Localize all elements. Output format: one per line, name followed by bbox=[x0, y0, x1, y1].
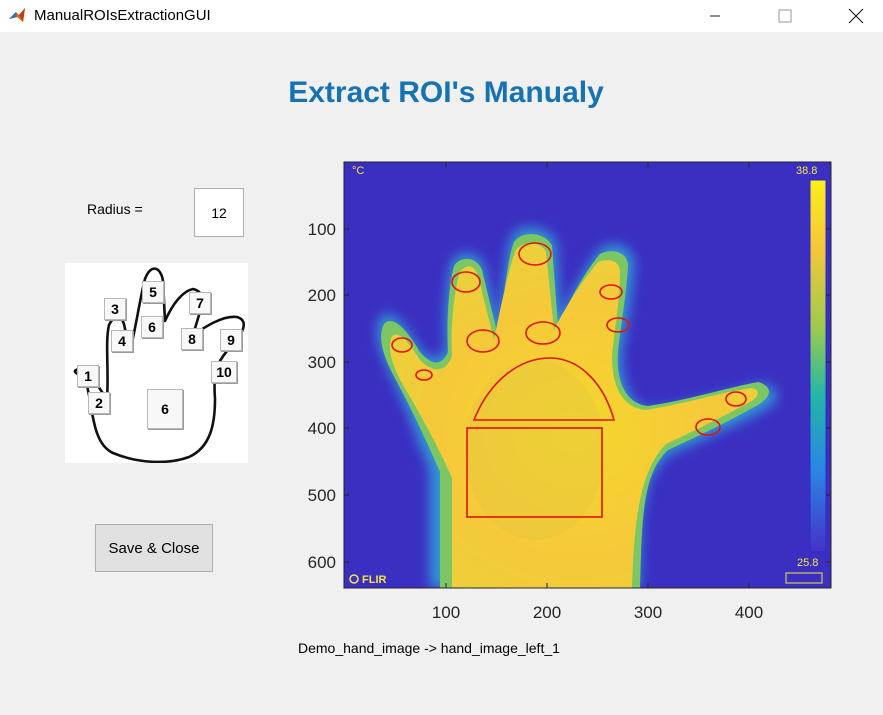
y-tick-label: 300 bbox=[308, 353, 336, 372]
roi-ellipse bbox=[518, 242, 552, 266]
roi-button-4[interactable]: 4 bbox=[111, 330, 133, 352]
roi-button-2[interactable]: 2 bbox=[88, 392, 110, 414]
radius-input[interactable] bbox=[194, 188, 244, 237]
minimize-icon bbox=[710, 15, 720, 17]
roi-ellipse bbox=[415, 369, 433, 381]
roi-button-8[interactable]: 8 bbox=[181, 328, 203, 350]
y-tick-label: 200 bbox=[308, 286, 336, 305]
roi-ellipse bbox=[599, 284, 623, 300]
y-tick-label: 500 bbox=[308, 486, 336, 505]
close-icon bbox=[848, 8, 864, 24]
x-ticks bbox=[445, 162, 750, 588]
colorbar-max-label: 38.8 bbox=[796, 165, 817, 177]
x-tick-label: 100 bbox=[432, 603, 460, 622]
close-button[interactable] bbox=[833, 0, 879, 32]
radius-label: Radius = bbox=[87, 201, 143, 217]
roi-ellipse bbox=[451, 271, 481, 293]
y-tick-label: 400 bbox=[308, 419, 336, 438]
unit-label: °C bbox=[352, 165, 364, 177]
axes-frame bbox=[343, 161, 832, 589]
roi-ellipse bbox=[391, 337, 413, 353]
roi-ellipse bbox=[466, 329, 500, 353]
roi-rectangle bbox=[466, 427, 603, 518]
battery-icon bbox=[785, 572, 823, 584]
matlab-icon bbox=[9, 8, 25, 22]
page-title: Extract ROI's Manualy bbox=[288, 76, 604, 109]
roi-overlays bbox=[391, 242, 747, 518]
thermal-image: °C 38.8 25.8 FLIR bbox=[344, 162, 831, 588]
y-tick-label: 600 bbox=[308, 553, 336, 572]
colorbar-min-label: 25.8 bbox=[797, 557, 818, 569]
roi-button-6-upper[interactable]: 6 bbox=[141, 316, 163, 338]
flir-logo-icon bbox=[349, 574, 359, 584]
roi-ellipse bbox=[525, 321, 561, 345]
y-ticks bbox=[344, 228, 831, 563]
window-title: ManualROIsExtractionGUI bbox=[34, 7, 211, 24]
roi-button-5[interactable]: 5 bbox=[142, 281, 164, 303]
roi-button-7[interactable]: 7 bbox=[189, 292, 211, 314]
roi-ellipse bbox=[695, 418, 721, 436]
roi-button-9[interactable]: 9 bbox=[220, 329, 242, 351]
roi-button-1[interactable]: 1 bbox=[77, 365, 99, 387]
roi-semicircle bbox=[472, 357, 616, 421]
roi-button-6-palm[interactable]: 6 bbox=[147, 389, 183, 429]
maximize-button[interactable] bbox=[762, 0, 808, 32]
x-tick-label: 200 bbox=[533, 603, 561, 622]
hand-roi-map: 3 5 7 6 4 8 9 1 10 2 6 bbox=[65, 263, 248, 463]
save-close-button[interactable]: Save & Close bbox=[95, 524, 213, 572]
x-tick-label: 300 bbox=[634, 603, 662, 622]
roi-button-3[interactable]: 3 bbox=[104, 298, 126, 320]
flir-logo: FLIR bbox=[362, 574, 386, 586]
roi-button-10[interactable]: 10 bbox=[211, 361, 237, 383]
window-titlebar: ManualROIsExtractionGUI bbox=[0, 0, 883, 32]
roi-ellipse bbox=[606, 317, 630, 333]
y-tick-label: 100 bbox=[308, 220, 336, 239]
maximize-icon bbox=[778, 9, 792, 23]
roi-ellipse bbox=[725, 391, 747, 407]
x-tick-label: 400 bbox=[735, 603, 763, 622]
image-caption: Demo_hand_image -> hand_image_left_1 bbox=[298, 640, 560, 656]
minimize-button[interactable] bbox=[692, 0, 738, 32]
